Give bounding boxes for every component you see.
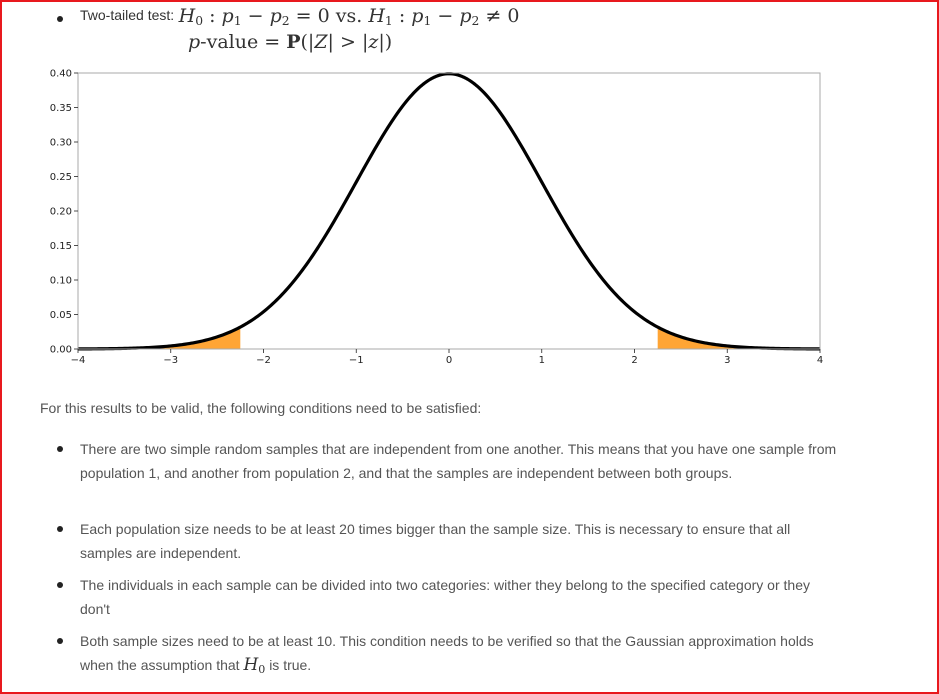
conditions-intro: For this results to be valid, the follow… bbox=[40, 400, 482, 416]
versus-text: vs. bbox=[335, 5, 363, 27]
minus-sign: − bbox=[247, 5, 264, 27]
axes-frame bbox=[77, 72, 821, 350]
bullet-condition-4 bbox=[57, 638, 63, 644]
condition-4-text-end: is true. bbox=[269, 657, 312, 673]
p2-subscript: 2 bbox=[281, 14, 290, 29]
p2-subscript-alt: 2 bbox=[471, 14, 480, 29]
h0-inline-symbol: H bbox=[243, 655, 259, 675]
h0-subscript: 0 bbox=[195, 14, 204, 29]
density-curve bbox=[77, 72, 821, 351]
x-tick-label: −2 bbox=[256, 355, 271, 366]
x-tick-label: 1 bbox=[539, 355, 545, 366]
h1-symbol: H bbox=[368, 5, 385, 27]
h0-symbol: H bbox=[178, 5, 196, 27]
x-axis-ticks: −4 −3 −2 −1 0 1 2 3 4 bbox=[71, 349, 823, 366]
x-tick-label: 0 bbox=[446, 355, 452, 366]
hypothesis-formula: H0 : p1 − p2 = 0 vs. H1 : p1 − p2 ≠ 0 bbox=[178, 5, 520, 29]
greater-than: | > | bbox=[327, 31, 369, 53]
z-lower-symbol: z bbox=[368, 31, 379, 53]
y-tick-label: 0.10 bbox=[50, 276, 72, 287]
minus-sign-alt: − bbox=[437, 5, 454, 27]
y-tick-label: 0.20 bbox=[50, 207, 72, 218]
prob-open: (| bbox=[300, 31, 315, 53]
probability-symbol: P bbox=[286, 31, 301, 53]
hypothesis-lead-text: Two-tailed test: bbox=[80, 7, 175, 23]
not-equal-zero: ≠ 0 bbox=[485, 5, 520, 27]
y-tick-label: 0.30 bbox=[50, 138, 72, 149]
normal-distribution-chart: −4 −3 −2 −1 0 1 2 3 4 0.000.050.100.150.200.250.… bbox=[50, 69, 823, 367]
bullet-condition-1 bbox=[57, 446, 63, 452]
p2-symbol: p bbox=[269, 5, 282, 27]
z-upper-symbol: Z bbox=[314, 31, 328, 53]
h1-subscript: 1 bbox=[384, 14, 393, 29]
y-tick-label: 0.35 bbox=[50, 103, 72, 114]
x-tick-label: 3 bbox=[724, 355, 730, 366]
y-tick-label: 0.40 bbox=[50, 69, 72, 80]
condition-4-text: Both sample sizes need to be at least 10… bbox=[80, 633, 814, 673]
p2-symbol-alt: p bbox=[459, 5, 472, 27]
hypothesis-line: Two-tailed test: H0 : p1 − p2 = 0 vs. H1… bbox=[80, 5, 519, 31]
tail-fills bbox=[78, 327, 820, 349]
p1-subscript: 1 bbox=[233, 14, 242, 29]
condition-item-4: Both sample sizes need to be at least 10… bbox=[80, 629, 840, 682]
prob-close: |) bbox=[378, 31, 393, 53]
y-tick-label: 0.00 bbox=[50, 345, 72, 356]
x-tick-label: −3 bbox=[163, 355, 178, 366]
y-axis-ticks: 0.00 0.05 0.10 0.15 0.20 0.25 0.30 0.35 0.40 bbox=[50, 69, 78, 356]
bullet-hypothesis bbox=[57, 16, 63, 22]
bullet-condition-2 bbox=[57, 526, 63, 532]
h0-inline-subscript: 0 bbox=[258, 662, 266, 676]
p1-symbol-alt: p bbox=[411, 5, 424, 27]
left-tail-fill bbox=[78, 327, 241, 349]
p1-subscript-alt: 1 bbox=[423, 14, 432, 29]
bullet-condition-3 bbox=[57, 582, 63, 588]
condition-item-2: Each population size needs to be at leas… bbox=[80, 521, 791, 561]
x-tick-label: 2 bbox=[631, 355, 637, 366]
equals-zero: = 0 bbox=[295, 5, 330, 27]
y-tick-label: 0.15 bbox=[50, 241, 72, 252]
right-tail-fill bbox=[657, 327, 820, 349]
condition-item-3: The individuals in each sample can be di… bbox=[80, 577, 810, 617]
pvalue-text: -value = bbox=[200, 31, 281, 53]
x-tick-label: −1 bbox=[349, 355, 364, 366]
condition-item-1: There are two simple random samples that… bbox=[80, 441, 837, 481]
x-tick-label: −4 bbox=[71, 355, 86, 366]
pvalue-formula: p-value = P(|Z| > |z|) bbox=[188, 31, 392, 57]
y-tick-label: 0.25 bbox=[50, 172, 72, 183]
p1-symbol: p bbox=[221, 5, 234, 27]
pvalue-p-symbol: p bbox=[188, 31, 201, 53]
x-tick-label: 4 bbox=[817, 355, 823, 366]
y-tick-label: 0.05 bbox=[50, 310, 72, 321]
